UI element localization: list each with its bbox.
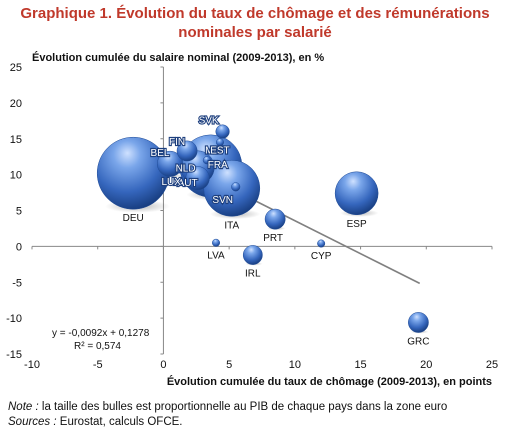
x-tick-label: 5 xyxy=(226,359,232,371)
bubble-grc xyxy=(408,312,429,333)
bubble-chart: Évolution cumulée du salaire nominal (20… xyxy=(6,51,498,388)
bubbles xyxy=(96,124,429,333)
x-tick-label: 25 xyxy=(486,359,498,371)
bubble-est xyxy=(215,138,224,147)
x-tick-label: 15 xyxy=(354,359,366,371)
bubble-label-est: EST xyxy=(210,145,229,156)
y-axis-label: Évolution cumulée du salaire nominal (20… xyxy=(32,51,324,64)
y-tick-label: 25 xyxy=(10,62,22,74)
bubble-label-fin: FIN xyxy=(169,137,185,148)
bubble-esp xyxy=(334,171,379,216)
y-tick-label: -5 xyxy=(12,277,22,289)
bubble-irl xyxy=(242,245,263,265)
bubble-label-svk: SVK xyxy=(199,116,219,127)
bubble-svk xyxy=(215,124,230,139)
x-tick-label: -5 xyxy=(93,359,103,371)
bubble-label-esp: ESP xyxy=(347,219,367,230)
bubble-label-mlt: MLT xyxy=(205,145,224,156)
bubble-cyp xyxy=(317,239,326,248)
sources-text: Eurostat, calculs OFCE. xyxy=(59,416,183,428)
bubble-label-cyp: CYP xyxy=(311,251,332,262)
x-tick-label: 10 xyxy=(289,359,301,371)
bubble-label-aut: AUT xyxy=(178,178,198,189)
y-tick-label: -15 xyxy=(6,349,22,361)
y-tick-label: 15 xyxy=(10,134,22,146)
bubble-label-lva: LVA xyxy=(207,251,225,262)
bubble-label-irl: IRL xyxy=(245,269,261,280)
bubble-fin xyxy=(176,140,198,162)
trendline-r2: R² = 0,574 xyxy=(74,341,121,352)
axes xyxy=(31,66,493,355)
bubble-svn xyxy=(231,182,241,192)
bubble-mlt xyxy=(202,156,211,165)
sources-label: Sources : xyxy=(8,416,57,428)
y-tick-label: -10 xyxy=(6,313,22,325)
x-tick-label: 20 xyxy=(420,359,432,371)
bubble-label-prt: PRT xyxy=(263,233,283,244)
bubble-prt xyxy=(264,208,286,230)
x-axis-label: Évolution cumulée du taux de chômage (20… xyxy=(167,375,492,388)
trendline-equation: y = -0,0092x + 0,1278 xyxy=(52,328,150,339)
y-tick-label: 10 xyxy=(10,170,22,182)
note-line: Note : la taille des bulles est proporti… xyxy=(8,400,447,415)
chart-title-line-2: nominales par salarié xyxy=(178,24,332,41)
chart-title: Graphique 1. Évolution du taux de chômag… xyxy=(0,4,510,42)
bubble-label-deu: DEU xyxy=(123,213,144,224)
bubble-lva xyxy=(212,238,220,247)
bubble-label-svn: SVN xyxy=(212,195,233,206)
y-tick-label: 5 xyxy=(16,206,22,218)
x-tick-label: 0 xyxy=(160,359,166,371)
sources-line: Sources : Eurostat, calculs OFCE. xyxy=(8,415,447,430)
bubble-label-lux: LUX xyxy=(161,177,181,188)
y-tick-label: 0 xyxy=(16,241,22,253)
chart-note: Note : la taille des bulles est proporti… xyxy=(8,400,447,430)
bubble-label-bel: BEL xyxy=(151,148,170,159)
bubble-label-fra: FRA xyxy=(208,160,228,171)
note-text: la taille des bulles est proportionnelle… xyxy=(41,401,448,413)
bubble-label-ita: ITA xyxy=(224,220,239,231)
bubble-label-grc: GRC xyxy=(407,337,429,348)
note-label: Note : xyxy=(8,401,39,413)
bubble-label-nld: NLD xyxy=(176,163,196,174)
bubble-aut xyxy=(185,166,210,191)
chart-title-line-1: Graphique 1. Évolution du taux de chômag… xyxy=(20,5,490,22)
x-tick-label: -10 xyxy=(24,359,40,371)
y-tick-label: 20 xyxy=(10,98,22,110)
bubble-labels: DEU FRA ITA ESP NLD BEL AUT FIN MLT LUX SVK EST SVN P… xyxy=(123,114,430,348)
bubble-lux xyxy=(174,164,184,174)
